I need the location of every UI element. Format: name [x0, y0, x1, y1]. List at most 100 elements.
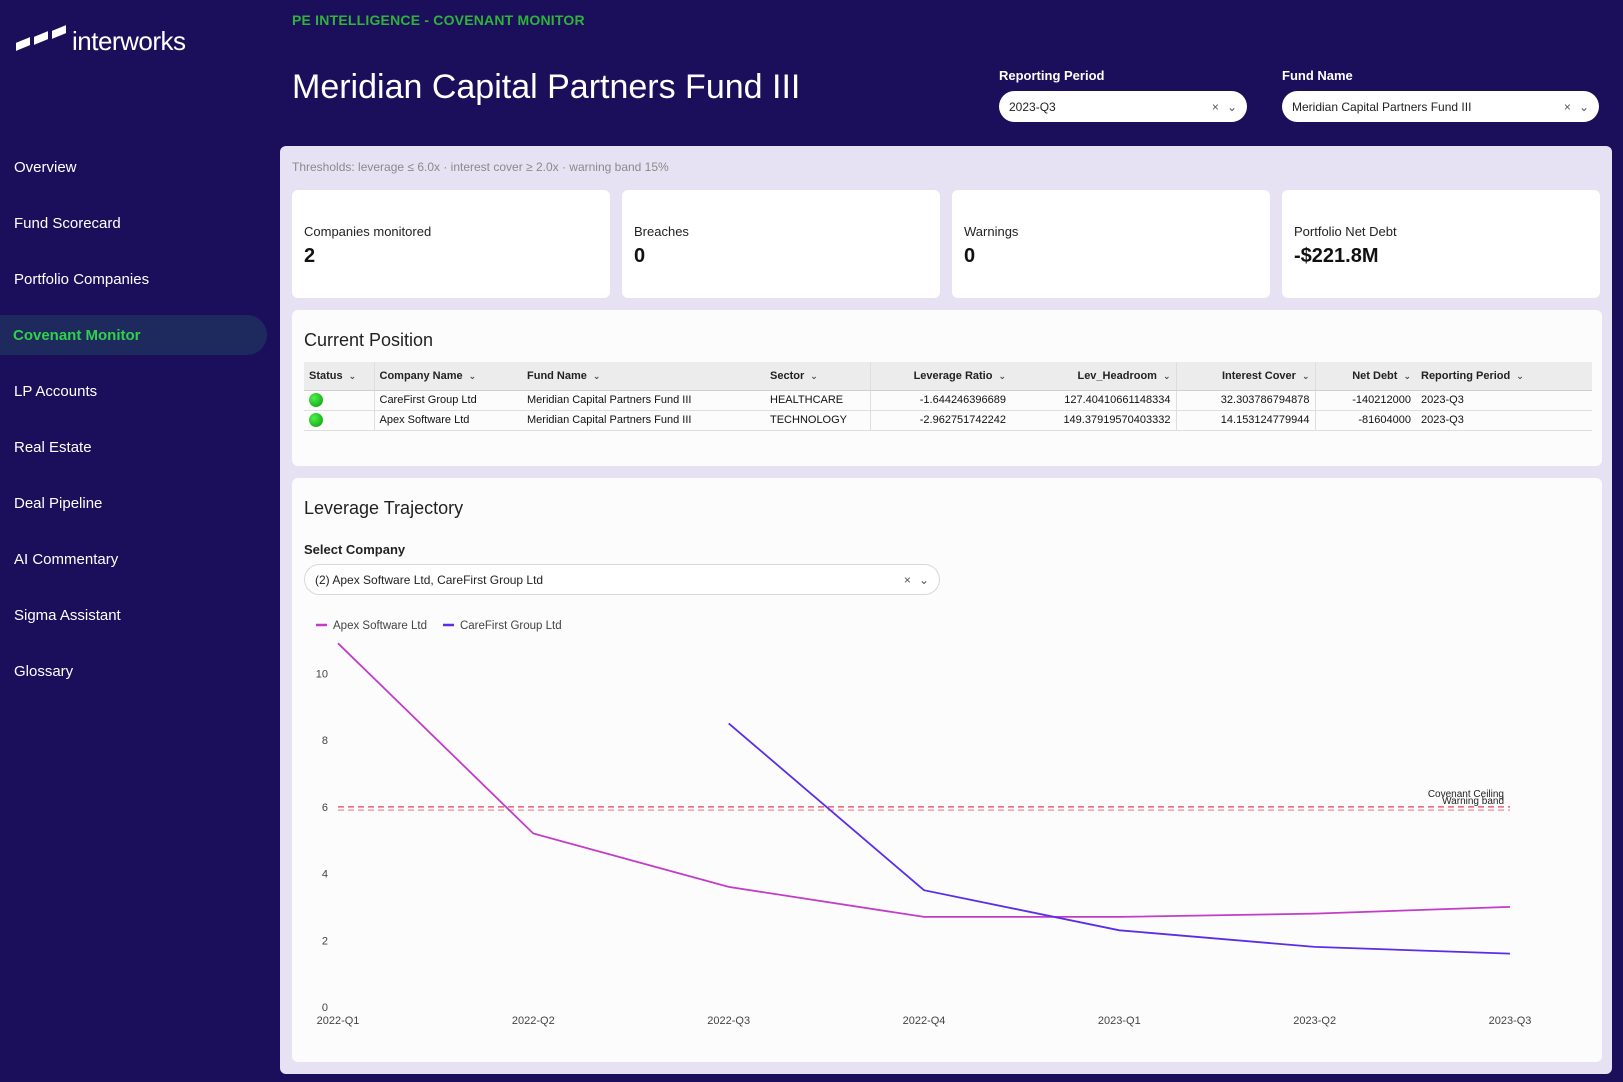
kpi-breaches: Breaches 0: [622, 190, 940, 298]
y-tick-label: 6: [322, 802, 328, 814]
column-header-label: Leverage Ratio: [913, 369, 993, 382]
kpi-value: 0: [964, 245, 976, 267]
sidebar-nav: Overview Fund Scorecard Portfolio Companie…: [0, 147, 270, 707]
sector-cell: HEALTHCARE: [765, 390, 870, 411]
status-ok-icon: [309, 413, 323, 427]
column-header-label: Interest Cover: [1221, 369, 1296, 382]
sidebar-item-glossary[interactable]: Glossary: [14, 662, 74, 680]
leverage-cell: -1.644246396689: [869, 390, 1011, 411]
x-tick-label: 2022-Q2: [512, 1015, 555, 1027]
series-line: [337, 642, 1511, 918]
kpi-value: 0: [634, 245, 646, 267]
sidebar: interworks Overview Fund Scorecard Portfol…: [0, 0, 270, 1082]
sidebar-item-deal-pipeline[interactable]: Deal Pipeline: [14, 494, 103, 512]
brand-logo[interactable]: interworks: [16, 24, 186, 58]
table-row[interactable]: Apex Software Ltd Meridian Capital Partn…: [304, 410, 1592, 431]
page-title: Meridian Capital Partners Fund III: [292, 68, 801, 106]
kpi-label: Warnings: [964, 224, 1019, 239]
column-header-label: Company Name: [379, 369, 463, 382]
net-debt-cell: -140212000: [1314, 390, 1416, 411]
sidebar-item-real-estate[interactable]: Real Estate: [14, 438, 92, 456]
fund-cell: Meridian Capital Partners Fund III: [522, 410, 765, 431]
leverage-cell: -2.962751742242: [869, 410, 1011, 431]
reference-line-label: Warning band: [1442, 796, 1504, 807]
x-tick-label: 2023-Q2: [1293, 1015, 1336, 1027]
main-panel: Thresholds: leverage ≤ 6.0x · interest c…: [280, 146, 1612, 1074]
chevron-down-icon[interactable]: ⌄: [1226, 99, 1237, 114]
select-company-value: (2) Apex Software Ltd, CareFirst Group L…: [315, 572, 544, 587]
kpi-value: 2: [304, 245, 316, 267]
chevron-down-icon: ⌄: [1403, 370, 1411, 381]
chevron-down-icon[interactable]: ⌄: [918, 572, 929, 587]
kpi-portfolio-net-debt: Portfolio Net Debt -$221.8M: [1282, 190, 1600, 298]
column-header-leverage[interactable]: Leverage Ratio ⌄: [869, 362, 1011, 391]
reporting-period-cell: 2023-Q3: [1416, 410, 1592, 431]
company-cell: Apex Software Ltd: [373, 410, 522, 431]
reporting-period-cell: 2023-Q3: [1416, 390, 1592, 411]
fund-name-select[interactable]: Meridian Capital Partners Fund III × ⌄: [1282, 91, 1599, 122]
kpi-warnings: Warnings 0: [952, 190, 1270, 298]
interworks-logo-icon: [16, 25, 68, 56]
chevron-down-icon: ⌄: [998, 370, 1006, 381]
current-position-table: Status ⌄ Company Name ⌄ Fund Name ⌄ Sector ⌄…: [304, 362, 1592, 431]
column-header-sector[interactable]: Sector ⌄: [765, 362, 870, 391]
y-tick-label: 0: [322, 1002, 328, 1014]
fund-cell: Meridian Capital Partners Fund III: [522, 390, 765, 411]
clear-icon[interactable]: ×: [1211, 99, 1219, 114]
column-header-label: Status: [309, 369, 343, 382]
clear-icon[interactable]: ×: [903, 572, 911, 587]
sidebar-item-lp-accounts[interactable]: LP Accounts: [14, 382, 98, 400]
table-header-row: Status ⌄ Company Name ⌄ Fund Name ⌄ Sector ⌄…: [304, 362, 1592, 391]
reporting-period-select[interactable]: 2023-Q3 × ⌄: [999, 91, 1247, 122]
reference-line-label: Covenant Ceiling: [1428, 789, 1504, 800]
sidebar-item-fund-scorecard[interactable]: Fund Scorecard: [14, 214, 121, 232]
chevron-down-icon: ⌄: [592, 370, 601, 381]
leverage-trajectory-title: Leverage Trajectory: [304, 498, 464, 518]
reporting-period-label: Reporting Period: [999, 68, 1105, 83]
column-header-net-debt[interactable]: Net Debt ⌄: [1314, 362, 1416, 391]
x-tick-label: 2022-Q3: [707, 1015, 750, 1027]
fund-name-label: Fund Name: [1282, 68, 1353, 83]
x-tick-label: 2022-Q4: [903, 1015, 946, 1027]
chevron-down-icon: ⌄: [1301, 370, 1310, 381]
headroom-cell: 127.40410661148334: [1011, 390, 1176, 411]
status-ok-icon: [309, 393, 323, 407]
sidebar-item-overview[interactable]: Overview: [14, 158, 77, 176]
interest-cover-cell: 32.303786794878: [1175, 390, 1315, 411]
status-cell: [304, 410, 374, 431]
kpi-value: -$221.8M: [1294, 245, 1379, 267]
column-header-status[interactable]: Status ⌄: [304, 362, 374, 391]
leverage-trajectory-card: Leverage Trajectory Select Company (2) A…: [292, 478, 1602, 1062]
column-header-label: Fund Name: [527, 369, 587, 382]
net-debt-cell: -81604000: [1314, 410, 1416, 431]
chevron-down-icon[interactable]: ⌄: [1578, 99, 1589, 114]
column-header-headroom[interactable]: Lev_Headroom ⌄: [1011, 362, 1176, 391]
sidebar-item-covenant-monitor[interactable]: Covenant Monitor: [0, 315, 267, 355]
headroom-cell: 149.37919570403332: [1011, 410, 1176, 431]
legend-label: CareFirst Group Ltd: [460, 620, 562, 632]
kpi-label: Portfolio Net Debt: [1294, 224, 1397, 239]
column-header-label: Sector: [770, 369, 805, 382]
status-cell: [304, 390, 374, 411]
column-header-label: Lev_Headroom: [1077, 369, 1157, 382]
x-tick-label: 2023-Q1: [1098, 1015, 1141, 1027]
sidebar-item-sigma-assistant[interactable]: Sigma Assistant: [14, 606, 121, 624]
chevron-down-icon: ⌄: [348, 370, 357, 381]
select-company-label: Select Company: [304, 542, 406, 557]
column-header-interest-cover[interactable]: Interest Cover ⌄: [1175, 362, 1315, 391]
fund-name-filter: Fund Name Meridian Capital Partners Fund…: [1282, 68, 1599, 122]
y-tick-label: 10: [316, 668, 328, 680]
select-company-dropdown[interactable]: (2) Apex Software Ltd, CareFirst Group L…: [304, 564, 940, 595]
column-header-label: Net Debt: [1352, 369, 1398, 382]
chevron-down-icon: ⌄: [1516, 370, 1524, 381]
column-header-fund[interactable]: Fund Name ⌄: [522, 362, 765, 391]
sidebar-item-portfolio-companies[interactable]: Portfolio Companies: [14, 270, 150, 288]
clear-icon[interactable]: ×: [1563, 99, 1571, 114]
table-row[interactable]: CareFirst Group Ltd Meridian Capital Par…: [304, 390, 1592, 411]
sector-cell: TECHNOLOGY: [765, 410, 870, 431]
legend-label: Apex Software Ltd: [333, 620, 427, 632]
column-header-company[interactable]: Company Name ⌄: [373, 362, 522, 391]
column-header-reporting-period[interactable]: Reporting Period ⌄: [1416, 362, 1592, 391]
kpi-companies-monitored: Companies monitored 2: [292, 190, 610, 298]
sidebar-item-ai-commentary[interactable]: AI Commentary: [14, 550, 119, 568]
